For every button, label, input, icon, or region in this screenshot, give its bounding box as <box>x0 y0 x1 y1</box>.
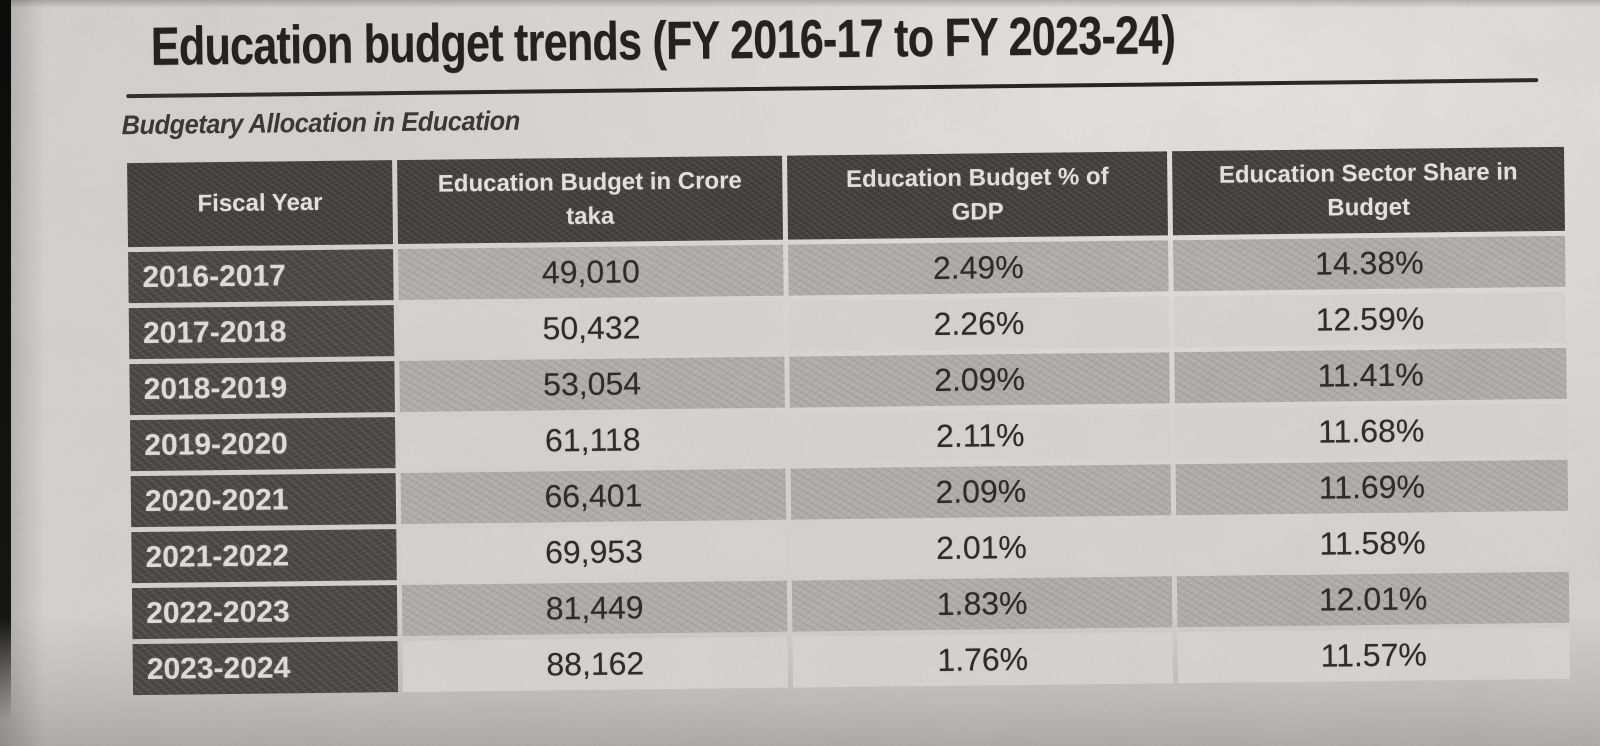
column-header-budget-pct-gdp: Education Budget % of GDP <box>787 151 1168 240</box>
value-cell: 11.58% <box>1176 515 1569 572</box>
value-cell: 50,432 <box>398 300 785 357</box>
fiscal-year-cell: 2023-2024 <box>132 641 399 696</box>
value-cell: 1.83% <box>791 576 1173 632</box>
fiscal-year-cell: 2017-2018 <box>128 305 395 360</box>
value-cell: 2.26% <box>788 296 1170 352</box>
table-caption: Budgetary Allocation in Education <box>121 105 520 141</box>
value-cell: 12.59% <box>1173 291 1567 348</box>
value-cell: 69,953 <box>401 524 787 581</box>
fiscal-year-cell: 2020-2021 <box>130 473 397 528</box>
page-title: Education budget trends (FY 2016-17 to F… <box>150 5 1176 77</box>
budget-table: Fiscal Year Education Budget in Crore ta… <box>127 146 1571 696</box>
column-header-sector-share: Education Sector Share in Budget <box>1172 146 1565 236</box>
value-cell: 11.57% <box>1177 627 1571 684</box>
scan-edge-left <box>0 0 11 720</box>
value-cell: 88,162 <box>402 636 789 693</box>
fiscal-year-cell: 2018-2019 <box>129 361 395 416</box>
value-cell: 11.68% <box>1174 403 1568 460</box>
value-cell: 14.38% <box>1173 235 1566 292</box>
fiscal-year-cell: 2021-2022 <box>131 529 397 584</box>
value-cell: 12.01% <box>1176 571 1570 628</box>
value-cell: 2.11% <box>789 408 1171 464</box>
value-cell: 2.01% <box>791 520 1172 576</box>
value-cell: 2.09% <box>789 352 1170 408</box>
title-underline <box>126 78 1539 99</box>
fiscal-year-cell: 2022-2023 <box>131 585 398 640</box>
value-cell: 53,054 <box>399 356 785 413</box>
value-cell: 61,118 <box>399 412 786 469</box>
value-cell: 81,449 <box>401 580 788 637</box>
value-cell: 49,010 <box>398 244 784 301</box>
value-cell: 66,401 <box>400 468 787 525</box>
value-cell: 2.09% <box>790 464 1172 520</box>
value-cell: 11.69% <box>1175 459 1569 516</box>
fiscal-year-cell: 2019-2020 <box>130 417 396 472</box>
value-cell: 11.41% <box>1174 347 1567 404</box>
column-header-fiscal-year: Fiscal Year <box>127 160 394 248</box>
value-cell: 2.49% <box>788 240 1169 296</box>
column-header-budget-crore-taka: Education Budget in Crore taka <box>397 155 783 245</box>
fiscal-year-cell: 2016-2017 <box>128 249 394 304</box>
value-cell: 1.76% <box>792 632 1174 688</box>
